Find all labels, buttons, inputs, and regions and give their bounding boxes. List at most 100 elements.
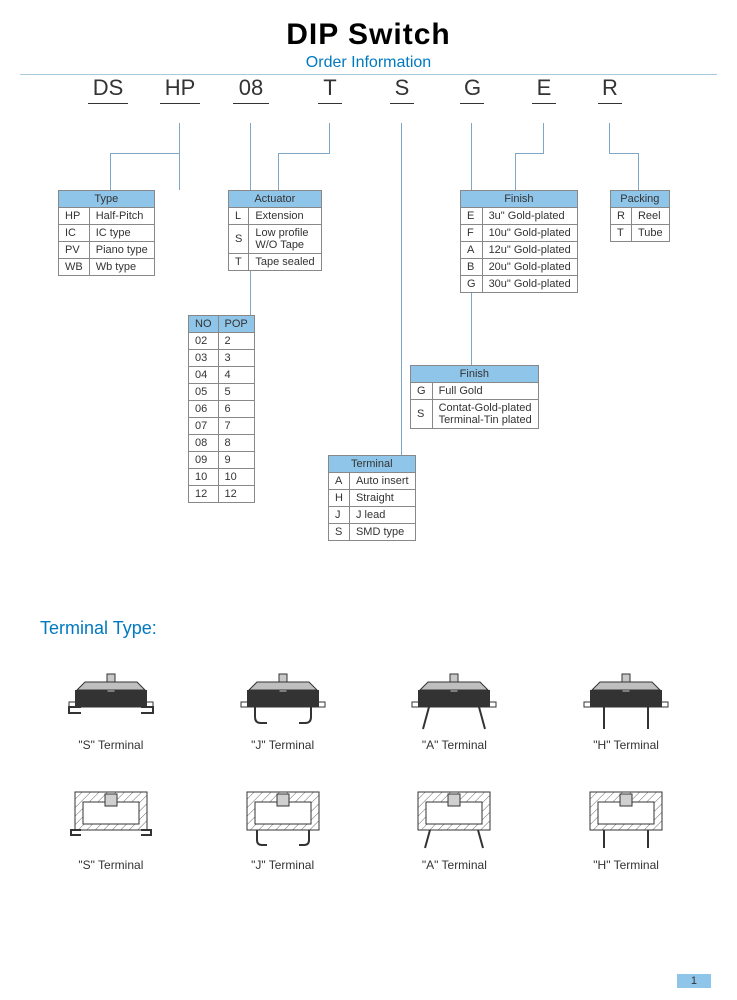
order-code-5: G xyxy=(460,75,484,104)
terminal-cell: "H" Terminal xyxy=(545,772,707,872)
subtitle: Order Information xyxy=(0,54,737,72)
leader-line-3 xyxy=(278,153,330,154)
leader-line-11 xyxy=(609,153,639,154)
leader-line-8 xyxy=(515,153,544,154)
terminal-grid: "S" Terminal "J" Terminal "A" Terminal "… xyxy=(30,652,707,872)
table-row: G30u" Gold-plated xyxy=(461,276,578,293)
table-cell: Auto insert xyxy=(349,473,415,490)
table-row: GFull Gold xyxy=(411,383,539,400)
table-row: TTube xyxy=(611,225,670,242)
table-header: Actuator xyxy=(229,191,322,208)
table-row: 033 xyxy=(189,350,255,367)
terminal-front-A-icon xyxy=(394,652,514,732)
table-cell: G xyxy=(461,276,483,293)
terminal-label: "J" Terminal xyxy=(202,738,364,752)
order-code-3: T xyxy=(318,75,342,104)
leader-line-2 xyxy=(329,123,330,153)
leader-line-7 xyxy=(543,123,544,153)
terminal-front-S-icon xyxy=(51,652,171,732)
table-row: SContat-Gold-platedTerminal-Tin plated xyxy=(411,400,539,429)
table-cell: HP xyxy=(59,208,90,225)
leader-line-4 xyxy=(278,153,279,190)
terminal-cell: "S" Terminal xyxy=(30,652,192,752)
terminal-cross-S-icon xyxy=(51,772,171,852)
table-cell: Contat-Gold-platedTerminal-Tin plated xyxy=(432,400,538,429)
order-code-7: R xyxy=(598,75,622,104)
table-cell: 7 xyxy=(218,418,254,435)
terminal-label: "S" Terminal xyxy=(30,738,192,752)
table-finish1: FinishGFull GoldSContat-Gold-platedTermi… xyxy=(410,365,539,429)
page-number: 1 xyxy=(677,974,711,988)
table-cell: 10u" Gold-plated xyxy=(482,225,577,242)
table-row: 1010 xyxy=(189,469,255,486)
terminal-cell: "S" Terminal xyxy=(30,772,192,872)
order-diagram: DSHP08TSGERTypeHPHalf-PitchICIC typePVPi… xyxy=(20,75,717,595)
table-cell: 08 xyxy=(189,435,219,452)
table-cell: 3u" Gold-plated xyxy=(482,208,577,225)
table-cell: PV xyxy=(59,242,90,259)
terminal-front-H-icon xyxy=(566,652,686,732)
table-row: SSMD type xyxy=(329,524,416,541)
table-header: Type xyxy=(59,191,155,208)
order-code-2: 08 xyxy=(233,75,269,104)
terminal-cell: "J" Terminal xyxy=(202,772,364,872)
terminal-cross-H-icon xyxy=(566,772,686,852)
table-cell: A xyxy=(461,242,483,259)
table-cell: IC xyxy=(59,225,90,242)
table-cell: T xyxy=(229,254,249,271)
table-cell: Full Gold xyxy=(432,383,538,400)
order-code-4: S xyxy=(390,75,414,104)
leader-line-10 xyxy=(609,123,610,153)
table-row: SLow profileW/O Tape xyxy=(229,225,322,254)
table-cell: S xyxy=(329,524,350,541)
table-cell: R xyxy=(611,208,632,225)
table-cell: 04 xyxy=(189,367,219,384)
terminal-cell: "A" Terminal xyxy=(374,772,536,872)
table-cell: Straight xyxy=(349,490,415,507)
table-nopop: NOPOP02203304405506607708809910101212 xyxy=(188,315,255,503)
table-row: B20u" Gold-plated xyxy=(461,259,578,276)
table-cell: 10 xyxy=(189,469,219,486)
table-cell: Wb type xyxy=(89,259,154,276)
table-cell: F xyxy=(461,225,483,242)
leader-line-0 xyxy=(179,123,180,190)
table-cell: J lead xyxy=(349,507,415,524)
table-cell: Half-Pitch xyxy=(89,208,154,225)
terminal-label: "J" Terminal xyxy=(202,858,364,872)
table-cell: 3 xyxy=(218,350,254,367)
table-row: 066 xyxy=(189,401,255,418)
table-cell: 12 xyxy=(189,486,219,503)
terminal-label: "H" Terminal xyxy=(545,738,707,752)
table-cell: Tape sealed xyxy=(249,254,321,271)
table-cell: 30u" Gold-plated xyxy=(482,276,577,293)
table-cell: E xyxy=(461,208,483,225)
table-cell: S xyxy=(229,225,249,254)
table-row: ICIC type xyxy=(59,225,155,242)
leader-line-13 xyxy=(110,153,180,154)
table-row: AAuto insert xyxy=(329,473,416,490)
table-row: 088 xyxy=(189,435,255,452)
table-cell: Piano type xyxy=(89,242,154,259)
table-row: 055 xyxy=(189,384,255,401)
table-cell: H xyxy=(329,490,350,507)
table-row: 1212 xyxy=(189,486,255,503)
table-cell: 2 xyxy=(218,333,254,350)
table-row: TTape sealed xyxy=(229,254,322,271)
table-cell: IC type xyxy=(89,225,154,242)
table-cell: L xyxy=(229,208,249,225)
table-cell: J xyxy=(329,507,350,524)
table-row: LExtension xyxy=(229,208,322,225)
table-header: Packing xyxy=(611,191,670,208)
terminal-cell: "J" Terminal xyxy=(202,652,364,752)
table-cell: 5 xyxy=(218,384,254,401)
table-row: A12u" Gold-plated xyxy=(461,242,578,259)
table-row: 099 xyxy=(189,452,255,469)
leader-line-9 xyxy=(515,153,516,190)
page-title: DIP Switch xyxy=(0,0,737,52)
table-row: JJ lead xyxy=(329,507,416,524)
order-code-6: E xyxy=(532,75,556,104)
table-cell: T xyxy=(611,225,632,242)
table-row: 077 xyxy=(189,418,255,435)
table-terminal: TerminalAAuto insertHStraightJJ leadSSMD… xyxy=(328,455,416,541)
table-cell: 9 xyxy=(218,452,254,469)
